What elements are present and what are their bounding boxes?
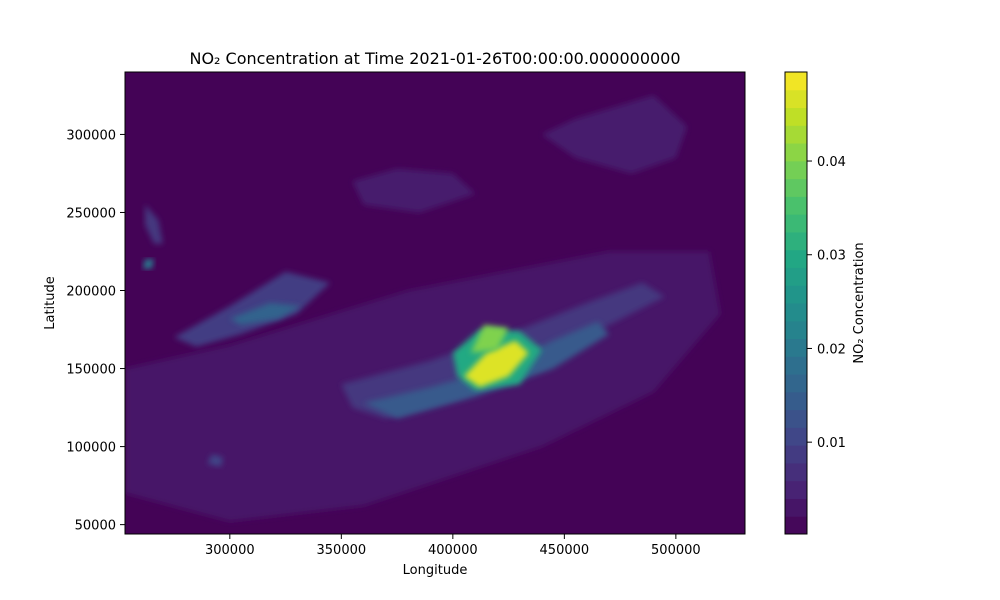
colorbar-tick-label: 0.01 <box>817 436 846 451</box>
x-tick-label: 350000 <box>317 543 367 558</box>
colorbar-step <box>785 267 807 286</box>
colorbar-step <box>785 516 807 535</box>
colorbar-step <box>785 303 807 322</box>
heat-region-northern-patch <box>352 168 476 213</box>
x-axis: 300000 350000 400000 450000 500000 <box>205 534 701 558</box>
y-tick-label: 50000 <box>75 519 116 534</box>
x-axis-label: Longitude <box>403 563 468 578</box>
colorbar-step <box>785 249 807 268</box>
colorbar-step <box>785 72 807 91</box>
colorbar-step <box>785 89 807 109</box>
heat-region-western-plume-core <box>229 303 302 325</box>
y-tick-label: 300000 <box>66 128 116 143</box>
colorbar-step <box>785 445 807 464</box>
y-tick-label: 100000 <box>66 441 116 456</box>
colorbar-tick-label: 0.04 <box>817 155 846 170</box>
colorbar-step <box>785 231 807 251</box>
colorbar-tick-label: 0.03 <box>817 249 846 264</box>
y-tick-label: 250000 <box>66 206 116 221</box>
chart-title: NO₂ Concentration at Time 2021-01-26T00:… <box>189 49 680 68</box>
plot-frame <box>124 71 746 535</box>
colorbar-tick-label: 0.02 <box>817 342 846 357</box>
colorbar-step <box>785 462 807 482</box>
heatmap-layer <box>125 95 721 522</box>
colorbar-step <box>785 391 807 411</box>
heat-region-southwest-spots <box>207 454 224 467</box>
x-tick-label: 450000 <box>540 543 590 558</box>
colorbar: 0.01 0.02 0.03 0.04 NO₂ Concentration <box>784 71 867 535</box>
plot-area <box>124 71 746 535</box>
colorbar-step <box>785 409 807 428</box>
colorbar-step <box>785 338 807 357</box>
heat-region-central-band-inner <box>363 321 609 419</box>
heat-region-west-coast-streak <box>145 204 163 244</box>
colorbar-ticks: 0.01 0.02 0.03 0.04 <box>807 155 846 451</box>
colorbar-label: NO₂ Concentration <box>852 242 867 363</box>
heat-region-hotspot-north <box>470 324 509 353</box>
colorbar-step <box>785 178 807 197</box>
heat-region-northern-haze <box>542 95 687 174</box>
colorbar-step <box>785 356 807 375</box>
colorbar-step <box>785 480 807 499</box>
colorbar-step <box>785 143 807 162</box>
colorbar-step <box>785 374 807 393</box>
colorbar-step <box>785 285 807 304</box>
colorbar-step <box>785 498 807 517</box>
colorbar-step <box>785 427 807 446</box>
colorbar-frame <box>784 71 808 535</box>
colorbar-steps <box>785 72 807 535</box>
heat-region-western-plume <box>174 271 331 347</box>
x-tick-label: 500000 <box>651 543 701 558</box>
y-axis-label: Latitude <box>43 276 58 330</box>
x-tick-label: 300000 <box>205 543 255 558</box>
colorbar-step <box>785 107 807 126</box>
colorbar-step <box>785 196 807 215</box>
heat-region-west-coast-spot <box>142 259 154 269</box>
colorbar-step <box>785 125 807 144</box>
y-tick-label: 200000 <box>66 285 116 300</box>
x-tick-label: 400000 <box>428 543 478 558</box>
y-axis: 50000 100000 150000 200000 250000 300000 <box>66 128 125 534</box>
heat-region-hotspot-core <box>464 340 529 388</box>
colorbar-step <box>785 160 807 180</box>
colorbar-step <box>785 214 807 233</box>
y-tick-label: 150000 <box>66 363 116 378</box>
colorbar-step <box>785 320 807 340</box>
